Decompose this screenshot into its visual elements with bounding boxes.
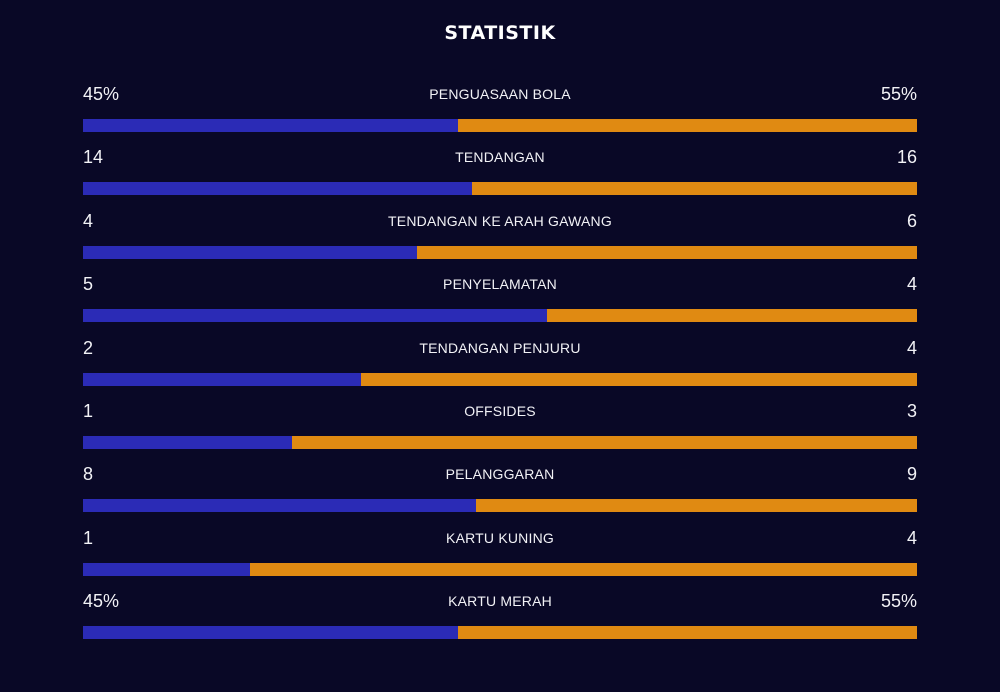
stat-label: TENDANGAN PENJURU [419, 339, 581, 356]
home-bar-fill [83, 562, 250, 576]
comparison-bar [83, 435, 917, 449]
home-value: 45% [83, 84, 120, 104]
stat-label: KARTU MERAH [448, 593, 552, 610]
home-bar-fill [83, 499, 476, 513]
away-bar-fill [475, 499, 917, 513]
home-value: 1 [83, 527, 94, 548]
stat-label: KARTU KUNING [446, 529, 554, 546]
comparison-bar [83, 245, 917, 259]
away-value: 16 [896, 147, 917, 168]
away-bar-fill [458, 119, 917, 132]
home-value: 2 [83, 337, 94, 358]
away-value: 4 [906, 337, 917, 358]
home-bar-fill [83, 372, 361, 386]
comparison-bar [83, 562, 917, 576]
comparison-bar [83, 182, 917, 196]
stat-row-offsides: 1 OFFSIDES 3 [83, 397, 917, 460]
stat-label: TENDANGAN KE ARAH GAWANG [388, 212, 612, 229]
stat-row-pelanggaran: 8 PELANGGARAN 9 [83, 460, 917, 523]
comparison-bar [83, 499, 917, 513]
away-bar-fill [360, 372, 917, 386]
comparison-bar [83, 309, 917, 323]
home-bar-fill [83, 245, 417, 259]
home-value: 14 [83, 147, 104, 168]
stat-row-kartu-kuning: 1 KARTU KUNING 4 [83, 524, 917, 587]
away-bar-fill [546, 309, 917, 323]
away-value: 3 [906, 400, 917, 421]
home-value: 5 [83, 274, 94, 295]
stat-row-tendangan-ke-arah-gawang: 4 TENDANGAN KE ARAH GAWANG 6 [83, 207, 917, 270]
page-title: STATISTIK [444, 22, 556, 44]
home-bar-fill [83, 119, 459, 132]
away-bar-fill [472, 182, 917, 196]
comparison-bar [83, 372, 917, 386]
home-bar-fill [83, 435, 292, 449]
away-value: 4 [906, 274, 917, 295]
home-value: 8 [83, 464, 94, 485]
stat-row-tendangan: 14 TENDANGAN 16 [83, 143, 917, 206]
away-bar-fill [458, 626, 917, 640]
home-bar-fill [83, 309, 547, 323]
stat-row-penguasaan-bola: 45% PENGUASAAN BOLA 55% [83, 80, 917, 143]
away-bar-fill [416, 245, 917, 259]
stat-label: TENDANGAN [455, 149, 545, 166]
away-bar-fill [249, 562, 917, 576]
home-value: 4 [83, 210, 94, 231]
home-value: 1 [83, 400, 94, 421]
away-value: 55% [880, 84, 917, 104]
stat-label: PENGUASAAN BOLA [429, 86, 571, 102]
stat-label: PENYELAMATAN [443, 276, 557, 293]
home-bar-fill [83, 182, 473, 196]
away-value: 6 [906, 210, 917, 231]
stat-label: OFFSIDES [464, 402, 536, 419]
away-value: 4 [906, 527, 917, 548]
away-bar-fill [291, 435, 917, 449]
stat-row-kartu-merah: 45% KARTU MERAH 55% [83, 587, 917, 650]
stat-row-penyelamatan: 5 PENYELAMATAN 4 [83, 270, 917, 333]
stats-list: 45% PENGUASAAN BOLA 55% 14 TENDANGAN 16 … [83, 80, 917, 651]
stat-row-tendangan-penjuru: 2 TENDANGAN PENJURU 4 [83, 334, 917, 397]
home-bar-fill [83, 626, 459, 640]
away-value: 55% [880, 591, 917, 612]
away-value: 9 [906, 464, 917, 485]
comparison-bar [83, 626, 917, 640]
comparison-bar [83, 119, 917, 132]
home-value: 45% [83, 591, 120, 612]
stat-label: PELANGGARAN [445, 466, 555, 483]
